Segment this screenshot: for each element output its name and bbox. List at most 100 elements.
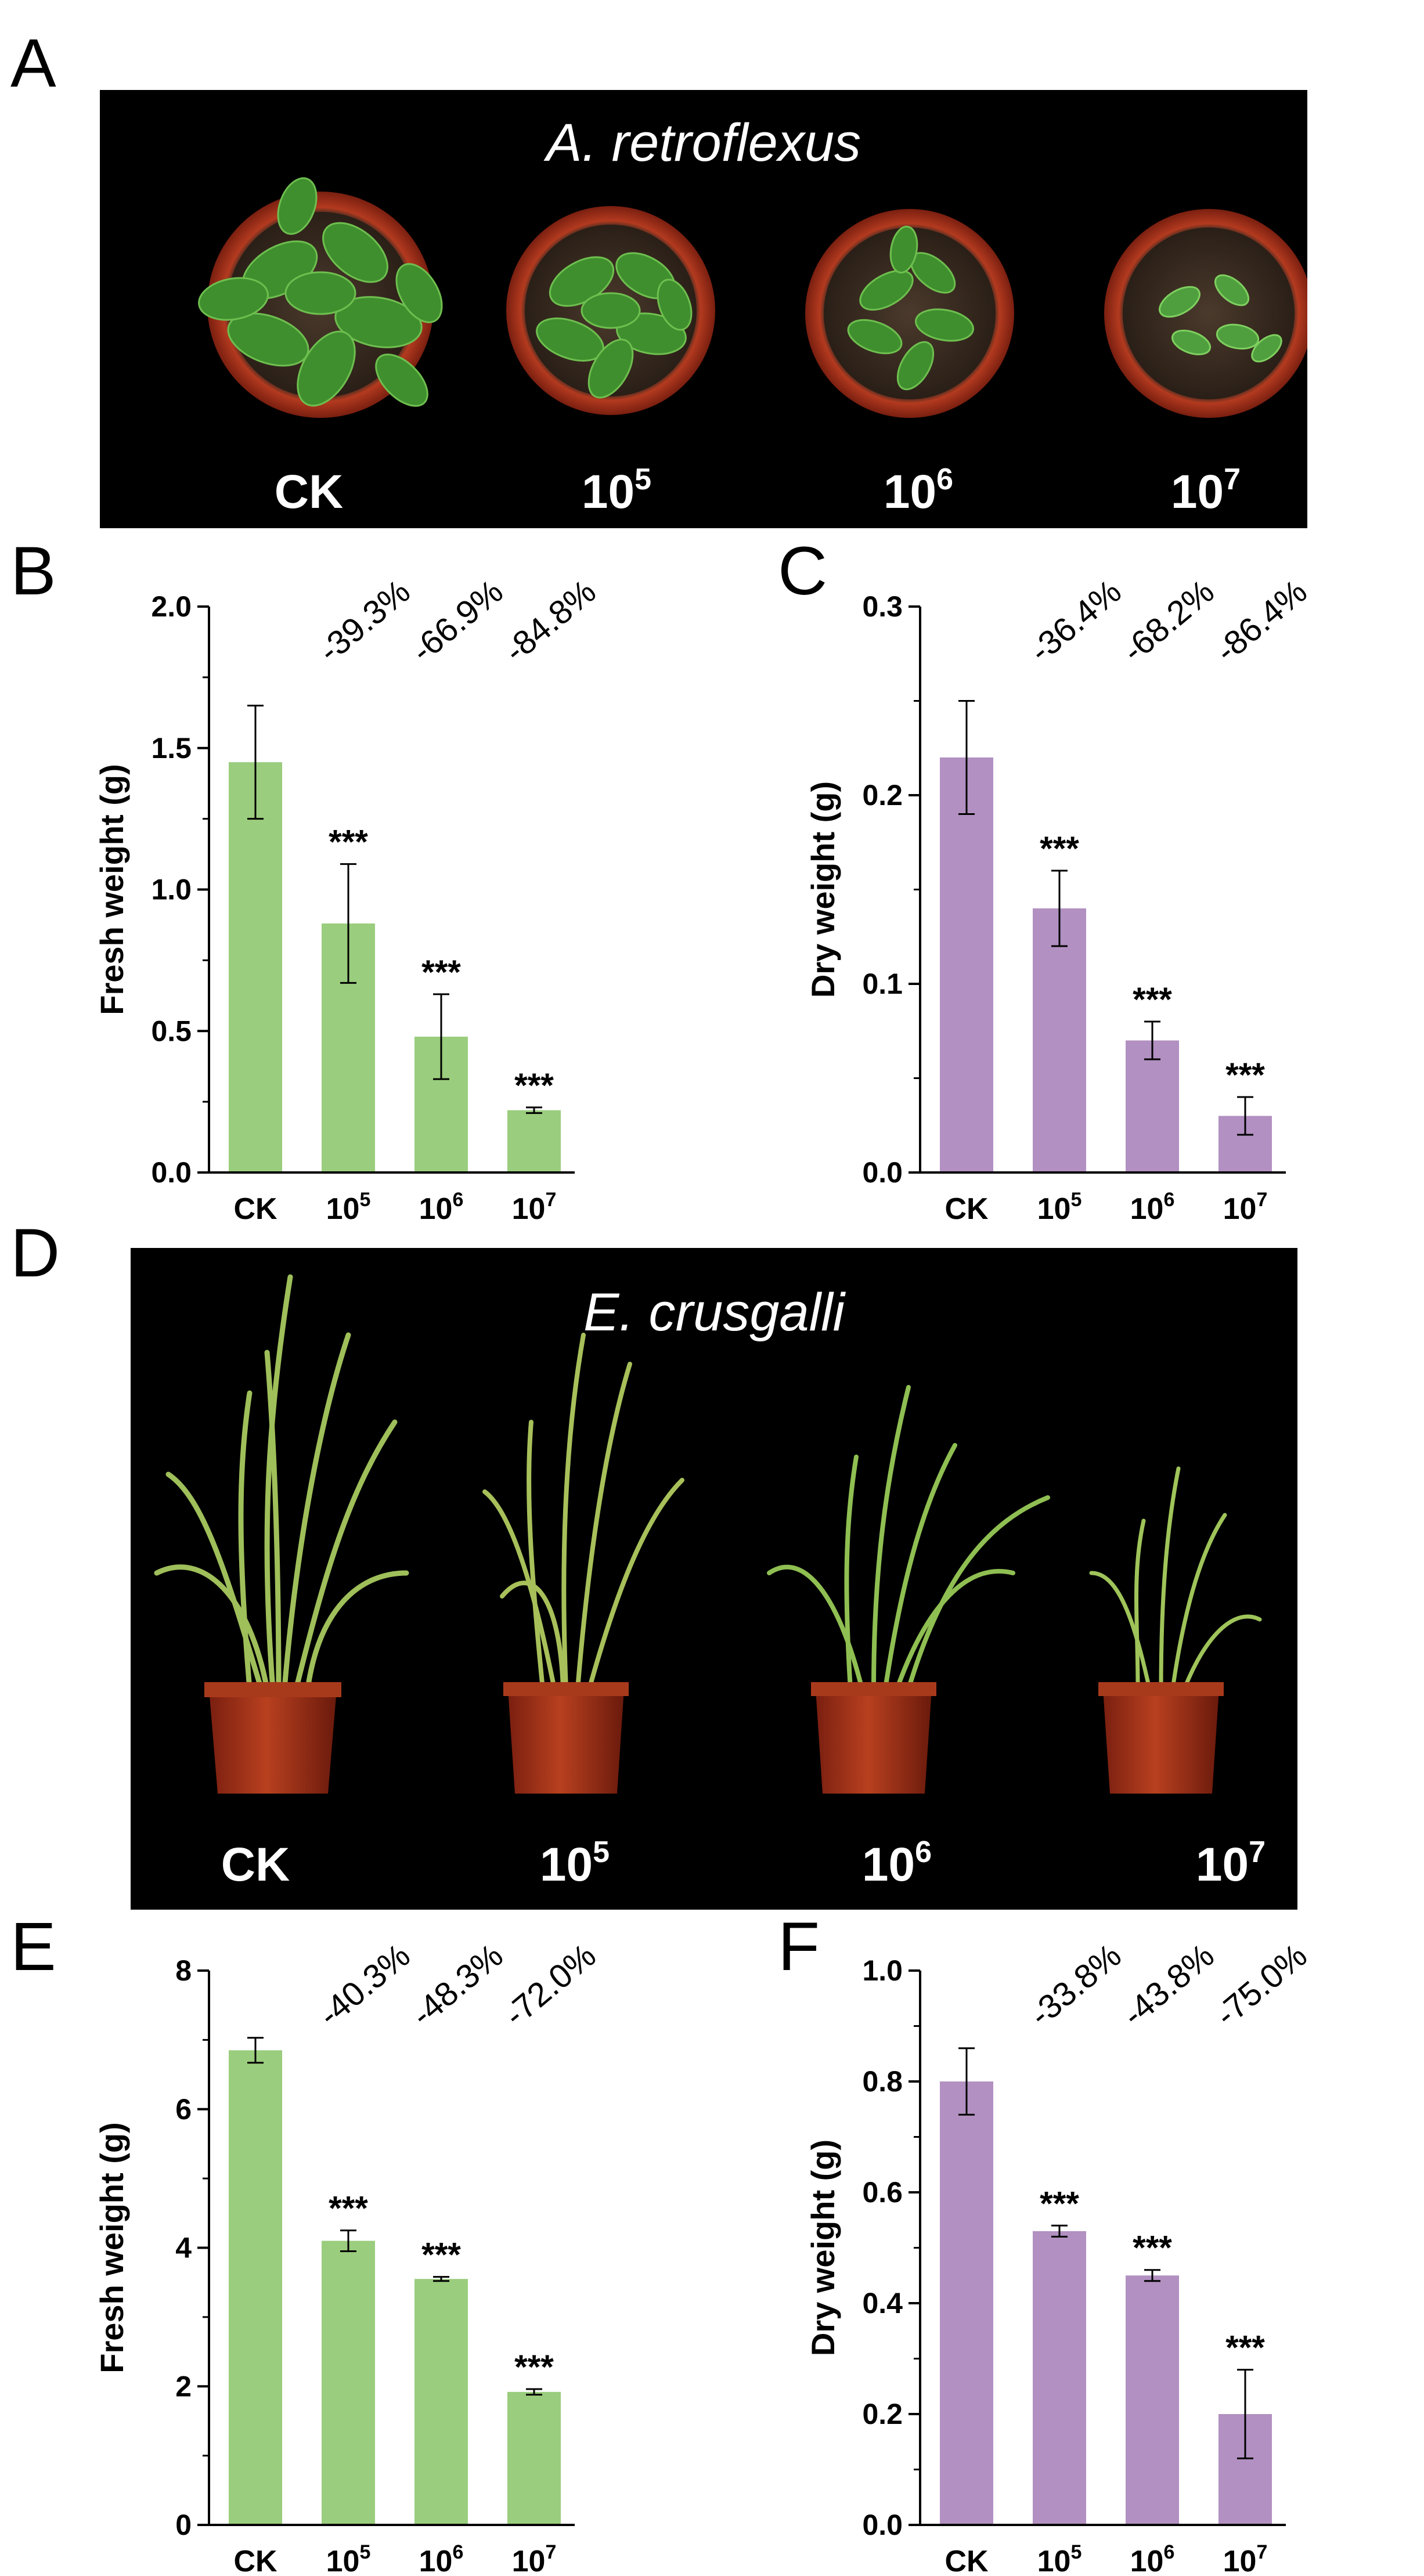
percent-change-label: -36.4% <box>1022 572 1129 670</box>
y-tick-label: 6 <box>175 2093 192 2126</box>
x-tick-label-base: CK <box>944 2545 989 2576</box>
significance-label: *** <box>1040 2185 1079 2223</box>
y-tick-label: 0.8 <box>862 2065 903 2098</box>
grass-pot-1e6 <box>767 1385 1050 1794</box>
y-tick-label: 4 <box>175 2232 192 2264</box>
percent-change-label: -68.2% <box>1115 572 1221 670</box>
pot-1e6 <box>805 209 1014 418</box>
photo-a-label-1e6: 106 <box>883 463 954 518</box>
y-tick-label: 1.0 <box>862 1954 903 1987</box>
bar-e-3 <box>507 2391 561 2525</box>
pot-1e7 <box>1104 209 1307 418</box>
photo-a-label-ck: CK <box>274 466 344 518</box>
y-axis-label: Dry weight (g) <box>805 2140 841 2356</box>
significance-label: *** <box>421 954 461 991</box>
photo-a-title: A. retroflexus <box>546 113 861 172</box>
x-tick-label-exponent: 5 <box>359 2541 370 2563</box>
x-tick-label-exponent: 7 <box>545 1189 556 1211</box>
significance-label: *** <box>1225 1056 1265 1094</box>
significance-label: *** <box>514 1067 554 1105</box>
photo-a-retroflexus: A. retroflexus CK 105 106 107 <box>100 90 1307 528</box>
x-tick-label: 106 <box>419 1189 464 1226</box>
y-axis-label: Fresh weight (g) <box>93 2122 130 2373</box>
panel-label-b: B <box>10 533 56 609</box>
x-tick-label-exponent: 6 <box>1163 1189 1174 1211</box>
x-tick-label-base: 10 <box>419 2545 453 2576</box>
error-bar-f-3 <box>1237 2369 1253 2459</box>
x-tick-label-base: 10 <box>1223 1192 1257 1226</box>
photo-d-title: E. crusgalli <box>583 1283 845 1342</box>
photo-a-label-1e7: 107 <box>1170 463 1241 518</box>
percent-change-label: -72.0% <box>497 1936 603 2034</box>
x-tick-label: 107 <box>1223 1189 1268 1226</box>
percent-change-label: -48.3% <box>404 1936 510 2034</box>
percent-change-label: -75.0% <box>1208 1936 1314 2034</box>
y-tick-label: 0.0 <box>862 2509 903 2541</box>
y-tick-label: 0.1 <box>862 968 903 1000</box>
x-tick-label-base: 10 <box>1037 1192 1071 1226</box>
error-bar-c-1 <box>1051 870 1068 947</box>
x-tick-label-base: CK <box>944 1192 989 1226</box>
chart-f-dry-weight: *** *** *** 0.0 0.2 0.4 0.6 0.8 1.0 Dry weight (g… <box>755 1936 1422 2576</box>
panel-label-f: F <box>778 1908 820 1985</box>
x-tick-label-base: 10 <box>1037 2545 1071 2576</box>
y-tick-label: 1.5 <box>151 732 192 764</box>
bar-e-0 <box>229 2050 282 2525</box>
bar-f-0 <box>940 2081 993 2525</box>
significance-label: *** <box>1040 830 1079 868</box>
error-bar-e-3 <box>526 2388 542 2396</box>
error-bar-e-1 <box>340 2229 356 2252</box>
percent-change-label: -66.9% <box>404 572 510 670</box>
percent-change-label: -40.3% <box>311 1936 417 2034</box>
y-tick-label: 1.0 <box>151 874 192 906</box>
x-tick-label-exponent: 5 <box>1070 1189 1081 1211</box>
y-axis-label: Fresh weight (g) <box>93 764 130 1015</box>
bar-f-1 <box>1033 2231 1086 2525</box>
x-tick-label-exponent: 7 <box>545 2541 556 2563</box>
x-tick-label: 107 <box>1223 2541 1268 2576</box>
y-tick-label: 2.0 <box>151 590 192 623</box>
y-tick-label: 0.2 <box>862 2398 903 2430</box>
y-tick-label: 0.0 <box>862 1156 903 1189</box>
photo-a-label-1e5: 105 <box>581 463 652 518</box>
photo-d-label-1e6: 106 <box>861 1835 932 1891</box>
error-bar-b-2 <box>433 993 449 1080</box>
error-bar-c-2 <box>1144 1020 1160 1060</box>
x-tick-label-base: 10 <box>1223 2545 1257 2576</box>
panel-label-e: E <box>10 1908 56 1985</box>
x-tick-label: CK <box>944 1192 989 1226</box>
x-tick-label-exponent: 7 <box>1256 2541 1267 2563</box>
potted-grass-side-view-illustration <box>154 1274 1262 1794</box>
error-bar-f-1 <box>1051 2224 1068 2238</box>
y-tick-label: 2 <box>175 2370 192 2402</box>
x-tick-label: CK <box>233 1192 277 1226</box>
y-tick-label: 0.6 <box>862 2176 903 2209</box>
error-bar-e-0 <box>247 2037 264 2064</box>
chart-b-svg: *** *** *** 0.0 0.5 1.0 1.5 2.0 Fresh weight (g)… <box>93 572 603 1226</box>
significance-label: *** <box>421 2236 461 2274</box>
x-tick-label: 105 <box>326 2541 371 2576</box>
error-bar-e-2 <box>433 2276 449 2282</box>
x-tick-label-exponent: 5 <box>359 1189 370 1211</box>
significance-label: *** <box>329 824 368 861</box>
y-tick-label: 8 <box>175 1954 192 1987</box>
x-tick-label-base: 10 <box>1130 2545 1164 2576</box>
photo-d-label-1e7: 107 <box>1195 1835 1266 1891</box>
x-tick-label: 105 <box>326 1189 371 1226</box>
grass-pot-ck <box>154 1274 409 1794</box>
chart-b-fresh-weight: *** *** *** 0.0 0.5 1.0 1.5 2.0 Fresh weight (g)… <box>0 557 755 1254</box>
pot-ck <box>198 177 443 418</box>
x-tick-label: CK <box>944 2545 989 2576</box>
x-tick-label: CK <box>233 2545 277 2576</box>
y-tick-label: 0.5 <box>151 1015 192 1047</box>
x-tick-label: 106 <box>1130 2541 1175 2576</box>
error-bar-f-0 <box>958 2047 975 2116</box>
error-bar-b-3 <box>526 1106 542 1114</box>
x-tick-label: 107 <box>512 2541 557 2576</box>
x-tick-label: 105 <box>1037 1189 1082 1226</box>
percent-change-label: -43.8% <box>1115 1936 1221 2034</box>
x-tick-label-base: 10 <box>1130 1192 1164 1226</box>
bar-e-1 <box>322 2241 375 2525</box>
